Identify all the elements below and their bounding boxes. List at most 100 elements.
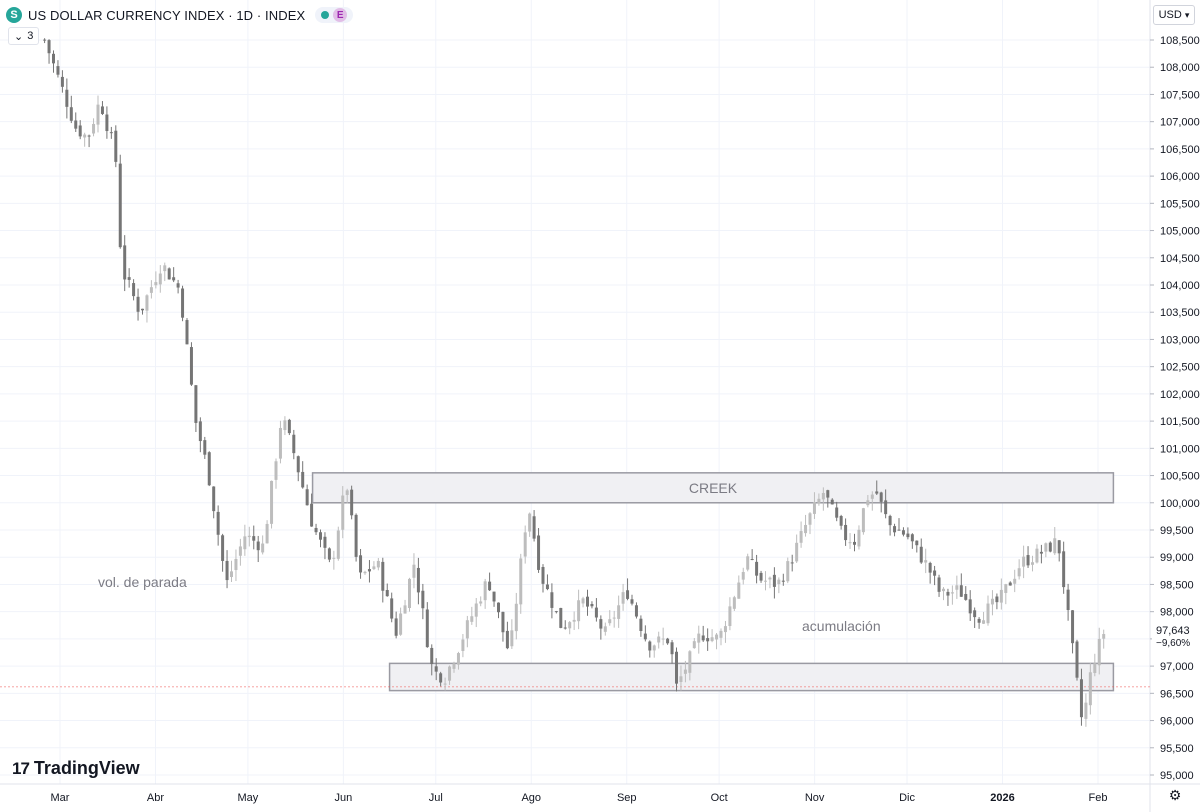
price-tick-label: 95,500 [1160,743,1194,755]
candle-body [443,683,447,685]
time-tick-label: Jun [334,792,352,804]
price-tick-label: 108,500 [1160,35,1200,47]
candle-body [906,533,910,538]
candle-body [483,581,487,601]
candle-body [901,530,905,535]
candle-body [225,560,229,581]
currency-button[interactable]: USD ▾ [1153,5,1195,25]
candle-body [986,603,990,624]
candle-body [719,630,723,638]
candle-body [145,295,149,311]
tradingview-logo[interactable]: 17 TradingView [12,758,140,779]
price-tick-label: 96,000 [1160,716,1194,728]
candle-body [550,592,554,608]
price-tick-label: 102,500 [1160,362,1200,374]
creek-label: CREEK [689,480,738,496]
candle-body [777,579,781,585]
candle-body [608,619,612,624]
candle-body [496,602,500,613]
price-tick-label: 101,000 [1160,443,1200,455]
candle-body [301,471,305,488]
candle-body [1075,641,1079,678]
symbol-legend[interactable]: S US DOLLAR CURRENCY INDEX · 1D · INDEX … [6,5,354,25]
candle-body [501,611,505,633]
candle-body [821,492,825,500]
candle-body [563,627,567,629]
candle-body [1026,555,1030,566]
candle-body [910,534,914,542]
candle-body [283,420,287,431]
candle-body [367,569,371,572]
candle-body [697,633,701,643]
candle-body [577,600,581,622]
chevron-down-icon: ⌄ [14,30,24,43]
candle-body [973,610,977,618]
candle-body [65,89,69,107]
candle-body [715,634,719,640]
candle-body [163,265,167,272]
candle-body [341,495,345,530]
candle-body [292,434,296,454]
candle-body [96,104,100,125]
candle-body [332,557,336,559]
candle-body [203,440,207,455]
candle-body [924,560,928,563]
candle-body [652,645,656,651]
symbol-title[interactable]: US DOLLAR CURRENCY INDEX · 1D · INDEX [28,7,306,23]
candle-body [710,637,714,642]
candle-body [759,572,763,581]
candle-body [278,427,282,459]
candle-body [296,456,300,473]
tradingview-wordmark: TradingView [33,758,140,778]
candle-body [140,308,144,311]
time-axis[interactable]: Mar Abr May Jun Jul Ago Sep Oct Nov Dic 2026 Feb [51,792,1108,804]
candle-body [844,524,848,541]
price-axis[interactable]: 108,500 108,000 107,500 107,000 106,500 106,0… [1150,35,1200,782]
creek-zone [311,472,1115,504]
candle-body [439,673,443,683]
candle-body [528,513,532,532]
candle-body [176,283,180,288]
candle-body [78,125,82,137]
candle-body [505,630,509,649]
candle-body [261,543,265,553]
indicators-toggle-button[interactable]: ⌄ 3 [8,27,40,45]
candle-body [790,562,794,564]
candle-body [229,571,233,578]
candle-body [772,574,776,587]
candle-body [977,618,981,623]
candle-body [826,490,830,498]
candle-body [399,613,403,635]
currency-label: USD [1158,9,1182,21]
zones [311,472,1115,692]
candle-body [1071,610,1075,644]
market-status-badge[interactable]: E [315,7,354,23]
candle-body [56,66,60,75]
candle-body [804,524,808,534]
candle-body [706,638,710,642]
candle-body [381,561,385,591]
candle-body [1062,551,1066,588]
candle-body [60,76,64,87]
candle-body [523,532,527,557]
candle-body [479,601,483,604]
candle-body [318,532,322,540]
candle-body [514,603,518,632]
candle-body [959,585,963,597]
price-tick-label: 106,000 [1160,171,1200,183]
indicator-count: 3 [27,30,34,42]
price-tick-label: 105,000 [1160,226,1200,238]
settings-gear-icon[interactable]: ⚙ [1168,786,1182,803]
candle-body [519,558,523,605]
candle-body [830,499,834,505]
candle-body [848,542,852,544]
candle-body [305,489,309,506]
candle-body [354,514,358,557]
candle-body [109,132,113,134]
candle-body [118,163,122,248]
candle-body [559,607,563,628]
candle-body [100,106,104,114]
price-tick-label: 106,500 [1160,144,1200,156]
candle-body [870,494,874,499]
